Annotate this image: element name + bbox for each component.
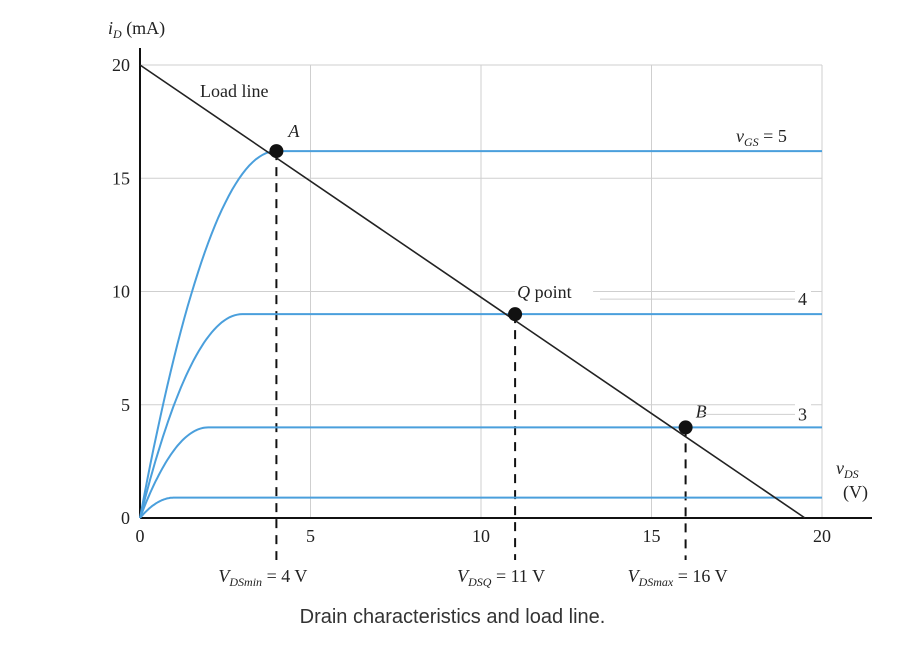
grid xyxy=(140,64,823,518)
operating-point-marker xyxy=(269,144,284,159)
y-axis-label: iD (mA) xyxy=(108,18,165,41)
operating-point-marker xyxy=(508,307,523,322)
y-tick-label: 15 xyxy=(112,168,130,188)
x-tick-label: 10 xyxy=(472,526,490,546)
x-tick-label: 5 xyxy=(306,526,315,546)
tick-labels: 0 5 10 15 20 0 5 10 15 20 xyxy=(112,55,831,546)
characteristic-curve xyxy=(139,426,822,519)
characteristic-curves xyxy=(139,150,822,519)
operating-point-marker xyxy=(678,420,693,435)
operating-point-label: Q point xyxy=(517,282,572,302)
vertical-marker-label: VDSmin = 4 V xyxy=(218,566,307,589)
figure-caption: Drain characteristics and load line. xyxy=(299,606,606,628)
curve-label: 3 xyxy=(798,404,807,424)
curve-label-bg xyxy=(795,403,811,424)
curve-label-bg xyxy=(795,288,811,309)
vertical-marker-label: VDSQ = 11 V xyxy=(457,566,545,589)
operating-point-label: B xyxy=(696,401,707,421)
load-line xyxy=(139,64,806,519)
load-line-group: Load line xyxy=(139,64,806,519)
y-tick-label: 5 xyxy=(121,395,130,415)
x-tick-label: 0 xyxy=(136,526,145,546)
point-label-bg xyxy=(515,281,594,304)
x-axis-unit: (V) xyxy=(843,482,868,503)
y-tick-label: 20 xyxy=(112,55,130,75)
y-tick-label: 10 xyxy=(112,282,130,302)
x-tick-label: 15 xyxy=(643,526,661,546)
characteristic-curve xyxy=(139,313,822,519)
x-axis-label: vDS xyxy=(836,458,859,481)
curve-label: vGS = 5 xyxy=(736,126,787,149)
characteristic-curve xyxy=(139,496,822,519)
load-line-label: Load line xyxy=(200,81,268,101)
vertical-marker-label: VDSmax = 16 V xyxy=(628,566,728,589)
curve-label: 4 xyxy=(798,289,807,309)
x-tick-label: 20 xyxy=(813,526,831,546)
characteristic-curve xyxy=(139,150,822,519)
operating-point-label: A xyxy=(287,121,300,141)
vertical-markers: VDSmin = 4 V VDSQ = 11 V VDSmax = 16 V xyxy=(218,151,728,589)
axes xyxy=(139,48,872,519)
operating-points: A Q point B xyxy=(269,121,707,435)
y-tick-label: 0 xyxy=(121,508,130,528)
labels: iD (mA) vDS(V) 3 4 vGS = 5 xyxy=(108,18,868,503)
